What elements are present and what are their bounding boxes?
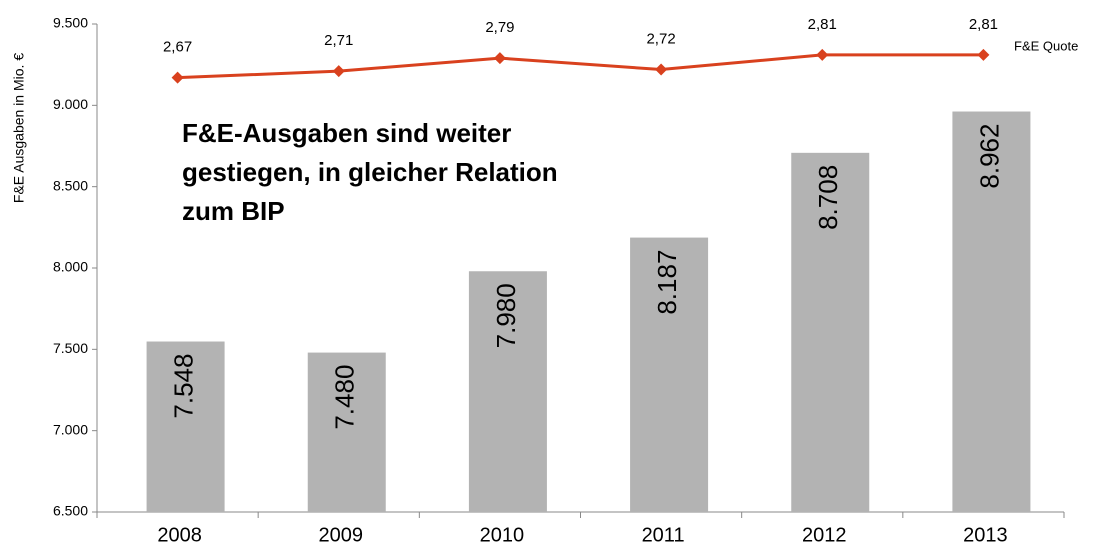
- bar: [630, 237, 709, 512]
- annotation: F&E-Ausgaben sind weiter: [182, 118, 511, 148]
- bar: [468, 271, 547, 512]
- bar-value-label: 7.548: [168, 354, 198, 419]
- bar-value-label: 7.980: [491, 283, 521, 348]
- bar-value-label: 8.708: [813, 165, 843, 230]
- bar-value-label: 7.480: [330, 365, 360, 430]
- x-tick-label: 2010: [480, 524, 525, 546]
- y-tick-label: 7.500: [53, 340, 88, 356]
- bar: [307, 352, 386, 512]
- line-value-label: 2,79: [485, 19, 514, 36]
- y-tick-label: 8.500: [53, 177, 88, 193]
- line-marker: [977, 48, 990, 61]
- line: [177, 53, 984, 80]
- line-marker: [493, 52, 506, 65]
- y-axis-title: F&E Ausgaben in Mio. €: [11, 53, 27, 203]
- legend-label: F&E Quote: [1014, 38, 1078, 53]
- line-marker: [655, 63, 668, 76]
- line-marker: [171, 71, 184, 84]
- x-tick-label: 2012: [802, 524, 847, 546]
- y-tick-label: 9.000: [53, 96, 88, 112]
- y-tick-label: 7.000: [53, 421, 88, 437]
- line-value-label: 2,81: [969, 16, 998, 33]
- line-marker: [332, 65, 345, 78]
- bar: [146, 341, 225, 512]
- bar-value-label: 8.187: [652, 250, 682, 315]
- y-tick-label: 6.500: [53, 503, 88, 519]
- x-tick-label: 2008: [157, 524, 202, 546]
- x-tick-label: 2011: [642, 524, 685, 546]
- x-tick-label: 2009: [319, 524, 364, 546]
- x-tick-label: 2013: [963, 524, 1008, 546]
- line-value-label: 2,71: [324, 32, 353, 49]
- annotation: gestiegen, in gleicher Relation: [182, 157, 558, 187]
- y-tick-label: 9.500: [53, 15, 88, 31]
- line-value-label: 2,67: [163, 39, 192, 56]
- annotation: zum BIP: [182, 196, 285, 226]
- bar: [791, 152, 870, 512]
- line-marker: [816, 48, 829, 61]
- bar: [952, 111, 1031, 513]
- line-value-label: 2,72: [646, 31, 675, 48]
- bar-value-label: 8.962: [974, 124, 1004, 189]
- y-tick-label: 8.000: [53, 259, 88, 275]
- line-value-label: 2,81: [808, 16, 837, 33]
